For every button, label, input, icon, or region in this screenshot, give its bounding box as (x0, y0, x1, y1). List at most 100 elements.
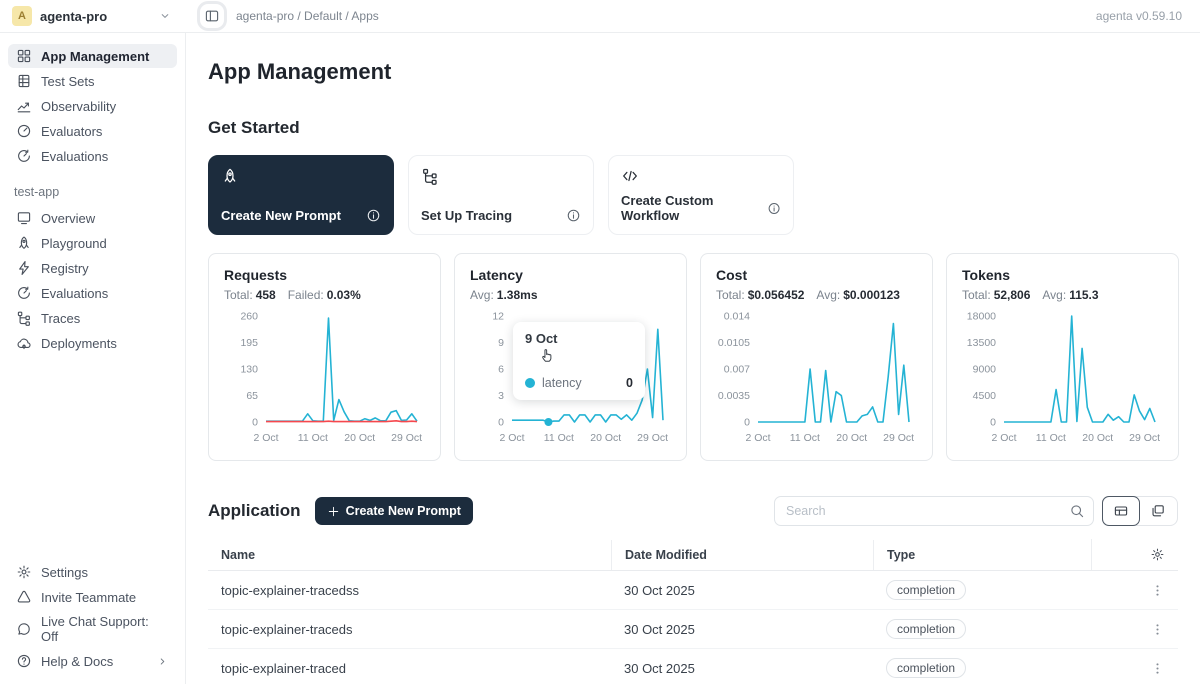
card-view-icon (1150, 503, 1166, 519)
view-toggle (1102, 496, 1178, 526)
sidebar-app-item-evaluations[interactable]: Evaluations (8, 281, 177, 305)
column-type: Type (873, 540, 1091, 570)
metric-card-latency: Latency Avg:1.38ms 1296302 Oct11 Oct20 O… (454, 253, 687, 461)
metric-stat: Total:$0.056452 (716, 288, 804, 302)
evaluators-icon (16, 123, 32, 139)
requests-chart[interactable]: 2601951306502 Oct11 Oct20 Oct29 Oct (224, 306, 425, 448)
card-view-button[interactable] (1139, 497, 1177, 525)
panel-icon (204, 8, 220, 24)
sidebar-item-app-management[interactable]: App Management (8, 44, 177, 68)
sidebar-item-settings[interactable]: Settings (8, 560, 177, 584)
type-badge: completion (886, 580, 966, 600)
nav-item-label: Playground (41, 236, 107, 251)
application-header: Application Create New Prompt (208, 496, 1178, 526)
cell-date-modified: 30 Oct 2025 (611, 574, 873, 607)
svg-text:0.0035: 0.0035 (718, 390, 750, 402)
sidebar-app-item-playground[interactable]: Playground (8, 231, 177, 255)
sidebar-app-item-registry[interactable]: Registry (8, 256, 177, 280)
sidebar-toggle-button[interactable] (200, 4, 224, 28)
svg-text:195: 195 (240, 337, 258, 349)
sidebar-app-item-deployments[interactable]: Deployments (8, 331, 177, 355)
info-icon[interactable] (767, 201, 781, 216)
get-started-card-create-custom-workflow[interactable]: Create Custom Workflow (608, 155, 794, 235)
metric-card-tokens: Tokens Total:52,806 Avg:115.3 1800013500… (946, 253, 1179, 461)
sidebar-item-help-docs[interactable]: Help & Docs (8, 649, 177, 673)
cell-date-modified: 30 Oct 2025 (611, 613, 873, 646)
sidebar-item-live-chat-support-off[interactable]: Live Chat Support: Off (8, 610, 177, 648)
get-started-card-label: Create New Prompt (221, 208, 341, 223)
sidebar-item-observability[interactable]: Observability (8, 94, 177, 118)
svg-text:20 Oct: 20 Oct (836, 432, 867, 444)
metric-stat: Avg:1.38ms (470, 288, 538, 302)
svg-text:20 Oct: 20 Oct (1082, 432, 1113, 444)
svg-text:2 Oct: 2 Oct (253, 432, 278, 444)
plus-icon (327, 505, 340, 518)
type-badge: completion (886, 619, 966, 639)
create-new-prompt-button[interactable]: Create New Prompt (315, 497, 473, 525)
sidebar-section-label: test-app (0, 169, 185, 205)
help-icon (16, 653, 32, 669)
cell-name: topic-explainer-tracedss (208, 574, 611, 607)
nav-item-label: Overview (41, 211, 95, 226)
sidebar-item-invite-teammate[interactable]: Invite Teammate (8, 585, 177, 609)
test-sets-icon (16, 73, 32, 89)
cost-chart[interactable]: 0.0140.01050.0070.003502 Oct11 Oct20 Oct… (716, 306, 917, 448)
svg-text:0.014: 0.014 (724, 311, 750, 323)
table-settings-gear-icon[interactable] (1150, 547, 1165, 562)
sidebar-app-item-traces[interactable]: Traces (8, 306, 177, 330)
sidebar-item-evaluations[interactable]: Evaluations (8, 144, 177, 168)
svg-text:9000: 9000 (973, 364, 997, 376)
metric-stat: Total:52,806 (962, 288, 1030, 302)
chevron-down-icon (158, 9, 172, 23)
series-dot (525, 378, 535, 388)
nav-item-label: Settings (41, 565, 88, 580)
sidebar-app-item-overview[interactable]: Overview (8, 206, 177, 230)
row-menu-dots-icon[interactable] (1150, 661, 1165, 676)
sidebar-item-test-sets[interactable]: Test Sets (8, 69, 177, 93)
workspace-selector[interactable]: A agenta-pro (0, 0, 186, 32)
svg-text:11 Oct: 11 Oct (544, 432, 574, 444)
svg-text:9: 9 (498, 337, 504, 349)
table-row[interactable]: topic-explainer-traced30 Oct 2025complet… (208, 649, 1178, 684)
workspace-name: agenta-pro (40, 9, 107, 24)
tracing-icon (421, 167, 439, 185)
nav-item-label: Evaluators (41, 124, 102, 139)
tooltip-series: latency (542, 376, 582, 390)
svg-text:11 Oct: 11 Oct (1036, 432, 1066, 444)
info-icon[interactable] (566, 208, 581, 223)
metric-title: Latency (470, 267, 671, 283)
observability-icon (16, 98, 32, 114)
row-menu-dots-icon[interactable] (1150, 583, 1165, 598)
tokens-chart[interactable]: 18000135009000450002 Oct11 Oct20 Oct29 O… (962, 306, 1163, 448)
column-name: Name (208, 540, 611, 570)
search-input[interactable] (774, 496, 1094, 526)
nav-item-label: Traces (41, 311, 80, 326)
get-started-card-set-up-tracing[interactable]: Set Up Tracing (408, 155, 594, 235)
nav-item-label: Test Sets (41, 74, 94, 89)
nav-item-label: Observability (41, 99, 116, 114)
metric-stat: Avg:$0.000123 (816, 288, 900, 302)
svg-text:20 Oct: 20 Oct (344, 432, 375, 444)
get-started-title: Get Started (208, 118, 1178, 138)
row-menu-dots-icon[interactable] (1150, 622, 1165, 637)
metric-title: Cost (716, 267, 917, 283)
search-icon[interactable] (1069, 503, 1085, 519)
sidebar-item-evaluators[interactable]: Evaluators (8, 119, 177, 143)
svg-text:0: 0 (744, 417, 750, 429)
invite-icon (16, 589, 32, 605)
breadcrumb[interactable]: agenta-pro / Default / Apps (236, 9, 379, 23)
svg-text:13500: 13500 (967, 337, 996, 349)
metric-stat: Total:458 (224, 288, 276, 302)
get-started-card-create-new-prompt[interactable]: Create New Prompt (208, 155, 394, 235)
svg-text:11 Oct: 11 Oct (790, 432, 820, 444)
table-row[interactable]: topic-explainer-tracedss30 Oct 2025 compl… (208, 571, 1178, 610)
table-view-button[interactable] (1102, 496, 1140, 526)
application-table: Name Date Modified Type topic-explainer-… (208, 539, 1178, 684)
cell-name: topic-explainer-traceds (208, 613, 611, 646)
svg-text:29 Oct: 29 Oct (1129, 432, 1160, 444)
svg-text:29 Oct: 29 Oct (637, 432, 668, 444)
nav-item-label: Help & Docs (41, 654, 113, 669)
table-row[interactable]: topic-explainer-traceds30 Oct 2025 comple… (208, 610, 1178, 649)
info-icon[interactable] (366, 208, 381, 223)
code-icon (621, 167, 639, 185)
